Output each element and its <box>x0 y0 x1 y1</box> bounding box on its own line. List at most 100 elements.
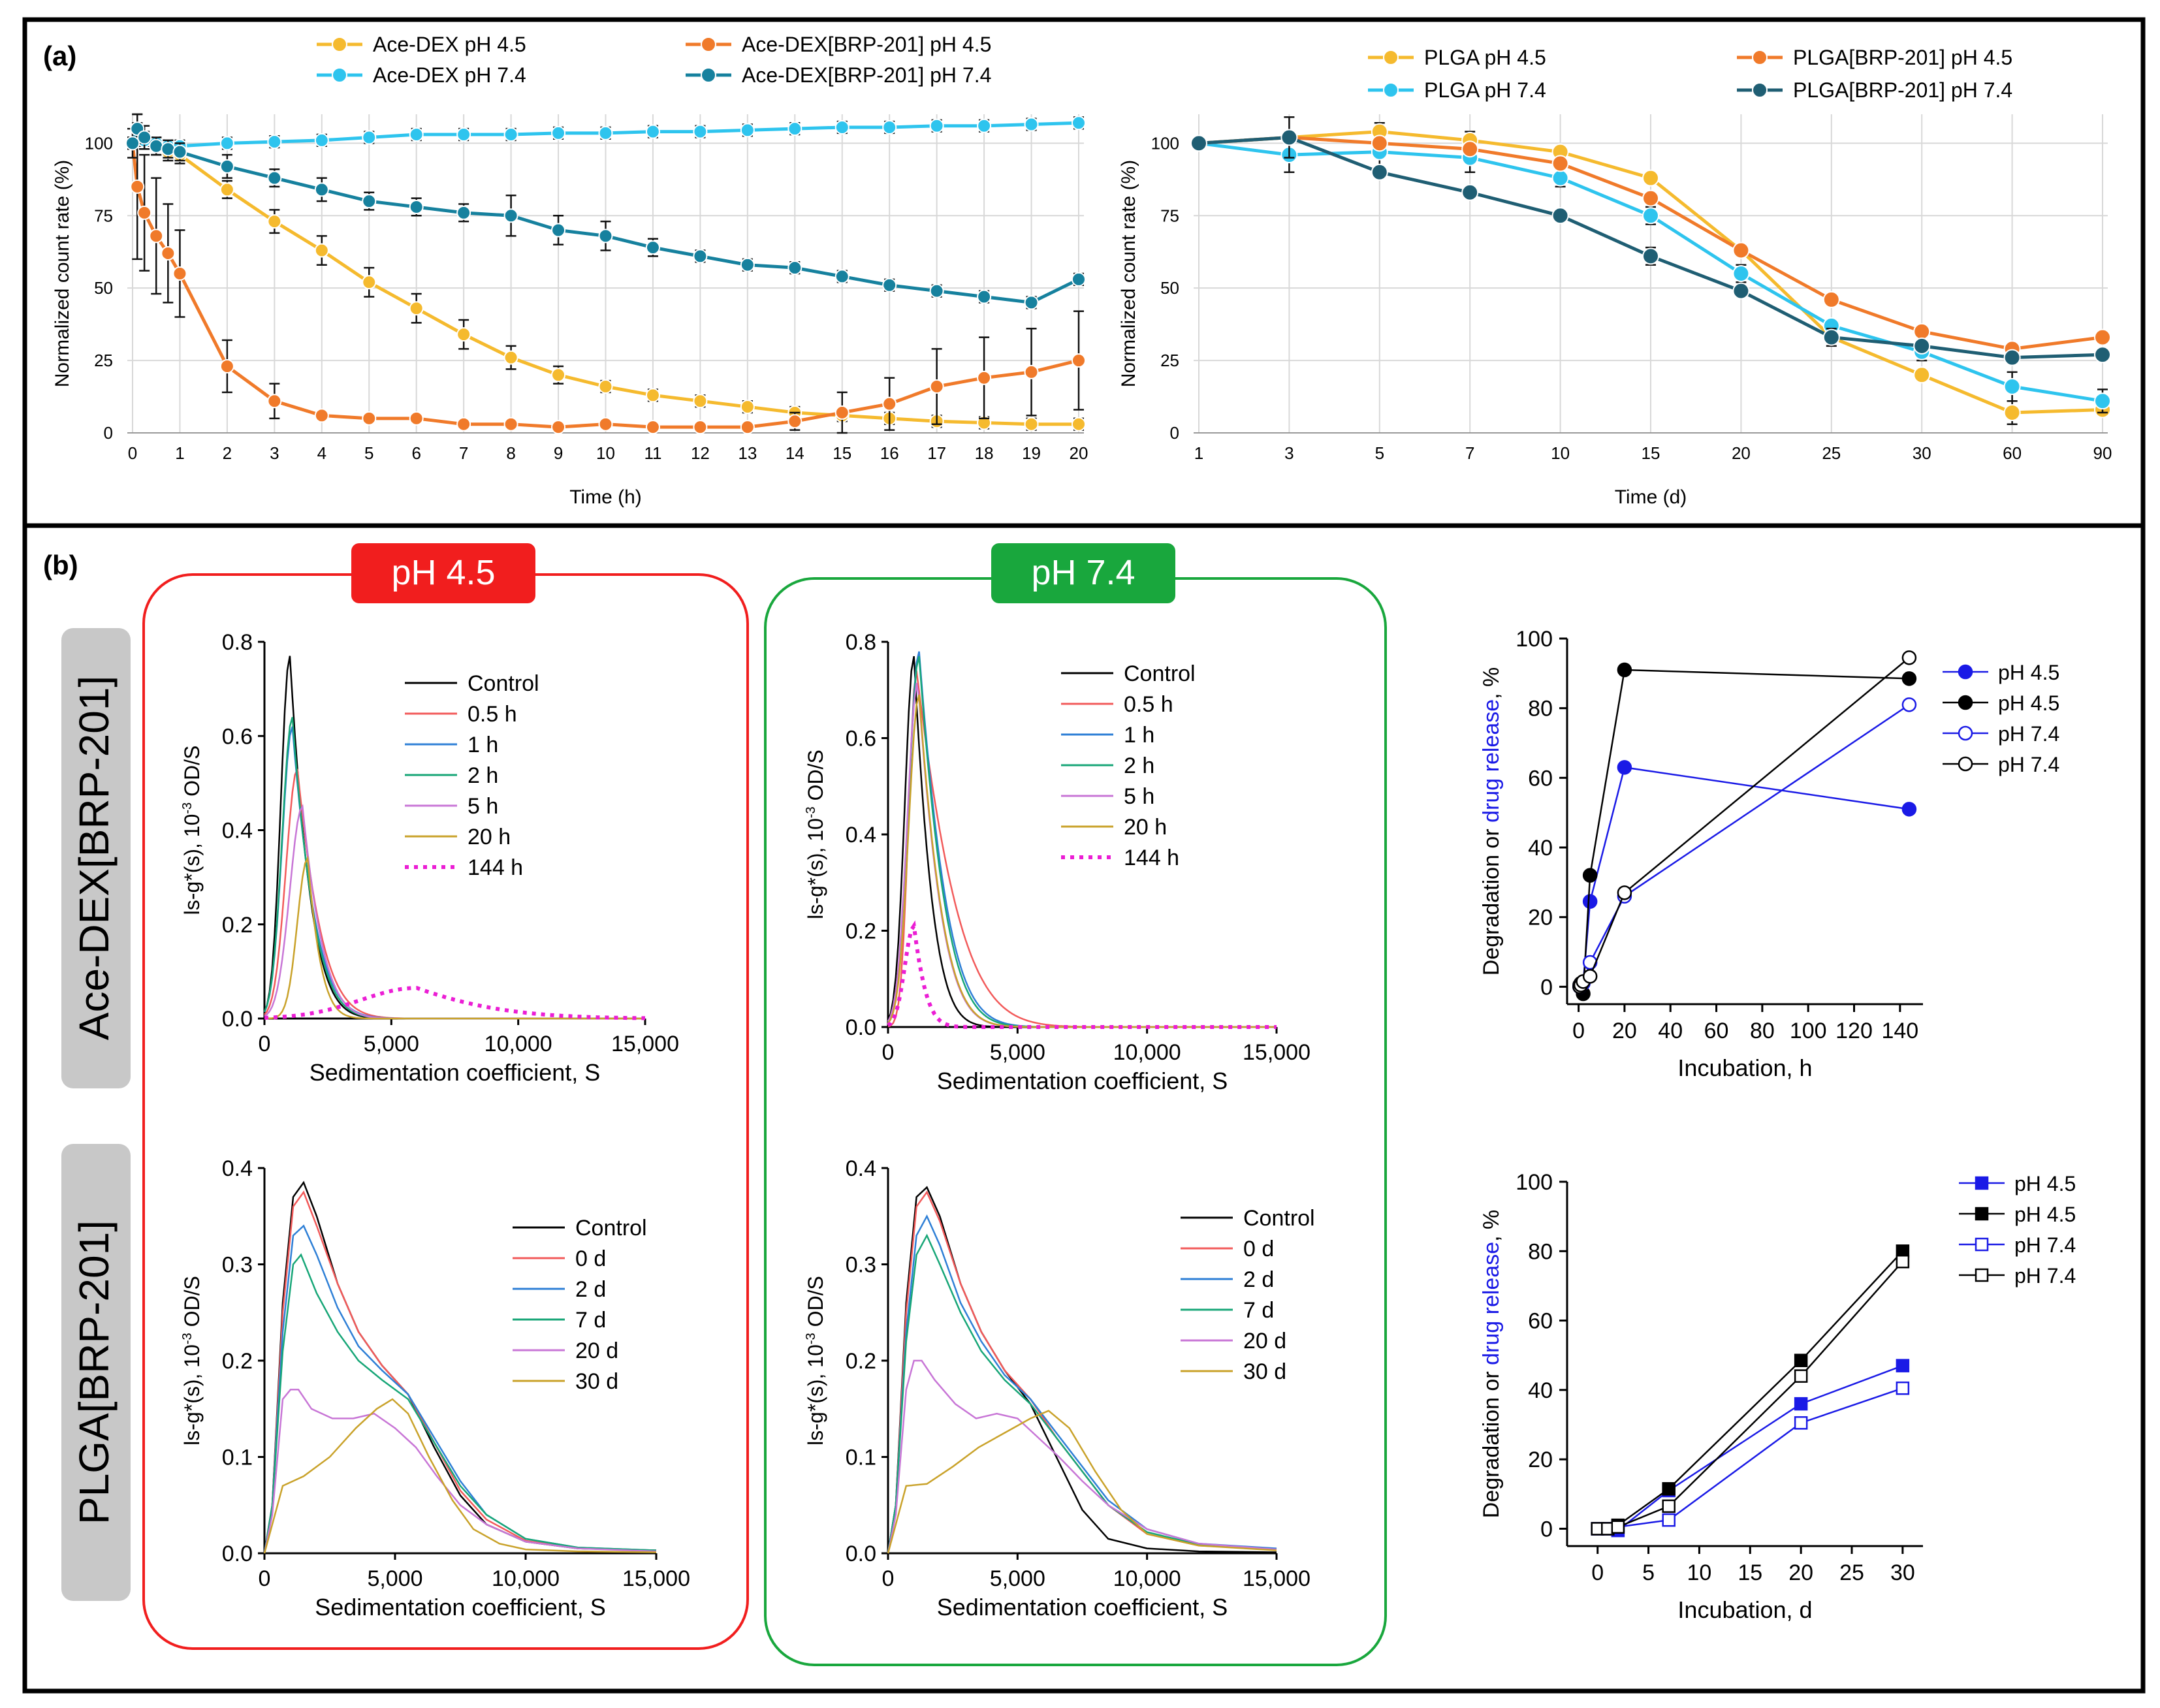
data-point <box>456 127 471 142</box>
x-tick-label: 0 <box>259 1032 271 1056</box>
y-tick-label: 0.8 <box>222 630 253 655</box>
data-point <box>977 118 992 133</box>
data-point <box>409 127 424 142</box>
legend-label: Ace-DEX pH 7.4 <box>373 63 526 87</box>
y-tick-label: 0.1 <box>222 1446 253 1470</box>
y-tick-label: 0.3 <box>846 1253 876 1278</box>
data-point <box>1662 1513 1676 1527</box>
x-tick-label: 13 <box>738 443 757 463</box>
data-point <box>1582 868 1598 883</box>
legend-label: 7 d <box>575 1308 606 1333</box>
data-point <box>740 257 755 272</box>
data-point <box>551 125 566 140</box>
series-curve-144-h <box>887 920 1277 1029</box>
y-tick-label: 80 <box>1528 1239 1553 1264</box>
legend-label: PLGA[BRP-201] pH 7.4 <box>1793 78 2012 102</box>
x-tick-label: 16 <box>880 443 899 463</box>
chart-b22: 0 5,000 10,000 15,000 0.0 0.1 0.2 0.3 0.4 Sedimen… <box>804 1156 1315 1621</box>
data-point <box>1190 134 1207 152</box>
ph74-badge <box>991 543 1175 603</box>
x-tick-label: 140 <box>1881 1019 1918 1043</box>
legend-label: Control <box>1124 661 1196 686</box>
data-point <box>1822 291 1840 308</box>
series-curve-20-h <box>264 855 645 1020</box>
data-point <box>1794 1397 1808 1411</box>
legend-label: 144 h <box>1124 846 1179 870</box>
data-point <box>137 205 152 220</box>
series-curve-7-d <box>887 1233 1277 1554</box>
x-tick-label: 80 <box>1750 1019 1775 1043</box>
data-point <box>1913 366 1931 384</box>
x-tick-label: 1 <box>1194 443 1203 463</box>
row-ace-dex-label: Ace-DEX[BRP-201] <box>71 676 118 1040</box>
x-axis-title: Sedimentation coefficient, S <box>937 1068 1228 1094</box>
y-tick-label: 60 <box>1528 1309 1553 1334</box>
x-tick-label: 0 <box>882 1040 895 1065</box>
series-curve-1-h <box>887 651 1277 1028</box>
y-tick-label: 75 <box>94 206 113 225</box>
legend-label: 0 d <box>575 1246 606 1271</box>
data-point <box>314 133 329 148</box>
x-tick-label: 8 <box>506 443 515 463</box>
data-point <box>503 417 518 432</box>
data-point <box>1582 969 1598 984</box>
y-tick-label: 0.2 <box>222 913 253 938</box>
data-point <box>172 266 187 281</box>
data-point <box>362 130 377 145</box>
series-curve-control <box>887 656 1277 1028</box>
legend: Ace-DEX pH 4.5 Ace-DEX pH 7.4 Ace-DEX[BRP-… <box>317 33 991 87</box>
x-tick-label: 5 <box>1642 1560 1655 1585</box>
legend-label: pH 4.5 <box>2014 1203 2076 1226</box>
x-tick-label: 10,000 <box>492 1566 560 1591</box>
data-point <box>1732 242 1750 259</box>
x-tick-label: 5,000 <box>367 1566 422 1591</box>
data-point <box>1617 760 1632 775</box>
x-axis-title: Incubation, d <box>1677 1596 1812 1623</box>
x-tick-label: 0 <box>1572 1019 1585 1043</box>
data-point <box>1975 1268 1989 1282</box>
series-ph-7-4-open <box>1591 1381 1910 1536</box>
y-tick-label: 0.8 <box>846 630 876 655</box>
legend-label: Ace-DEX[BRP-201] pH 4.5 <box>742 33 991 56</box>
series-curve-144-h <box>264 986 645 1020</box>
y-tick-label: 0.3 <box>222 1253 253 1278</box>
series-curve-2-h <box>887 656 1277 1028</box>
legend-label: pH 4.5 <box>2014 1172 2076 1195</box>
y-tick-label: 60 <box>1528 766 1553 791</box>
x-tick-label: 0 <box>1591 1560 1604 1585</box>
data-point <box>362 275 377 290</box>
x-tick-label: 20 <box>1612 1019 1637 1043</box>
data-point <box>219 182 234 197</box>
data-point <box>314 408 329 423</box>
data-point <box>409 411 424 426</box>
series-line <box>1579 766 1910 988</box>
y-tick-label: 0.1 <box>846 1446 876 1470</box>
data-point <box>1975 1207 1989 1221</box>
series-curve-2-d <box>887 1214 1277 1554</box>
data-point <box>1794 1369 1808 1383</box>
data-point <box>161 245 176 261</box>
data-point <box>1901 802 1917 817</box>
data-point <box>1582 894 1598 909</box>
legend-label: 2 h <box>468 763 498 788</box>
data-point <box>1975 1237 1989 1252</box>
y-axis-title: Normalized count rate (%) <box>1118 160 1139 387</box>
data-point <box>977 370 992 385</box>
x-tick-label: 15 <box>1642 443 1660 463</box>
data-point <box>1072 272 1086 287</box>
data-point <box>929 118 944 133</box>
data-point <box>977 289 992 304</box>
data-point <box>1642 247 1659 265</box>
data-point <box>2094 328 2111 346</box>
data-point <box>1732 265 1750 282</box>
x-axis-title: Incubation, h <box>1677 1054 1812 1081</box>
data-point <box>1371 134 1388 152</box>
data-point <box>1896 1254 1910 1269</box>
data-point <box>456 417 471 432</box>
data-point <box>645 240 660 255</box>
data-point <box>834 269 850 284</box>
x-tick-label: 20 <box>1070 443 1088 463</box>
legend-label: pH 7.4 <box>1998 722 2059 746</box>
row-ace-dex-tab <box>61 628 131 1088</box>
legend-label: Control <box>1243 1206 1315 1231</box>
